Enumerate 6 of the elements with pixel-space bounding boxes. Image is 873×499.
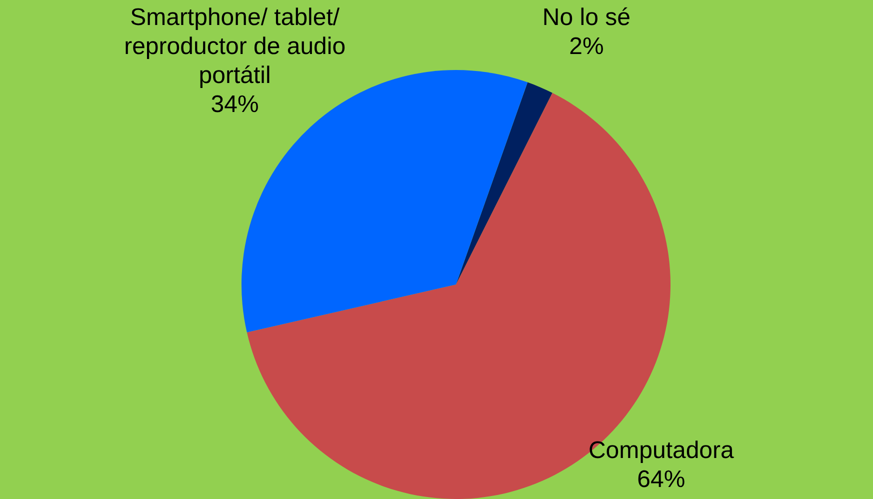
data-label: 64% xyxy=(637,466,686,494)
data-label: 2% xyxy=(569,33,604,60)
slice-label: Computadora xyxy=(588,437,735,464)
slice-label: No lo sé xyxy=(542,4,630,32)
slice-label: Smartphone/ tablet/ reproductor de audio portátil xyxy=(124,4,346,90)
data-label: 34% xyxy=(210,91,259,118)
